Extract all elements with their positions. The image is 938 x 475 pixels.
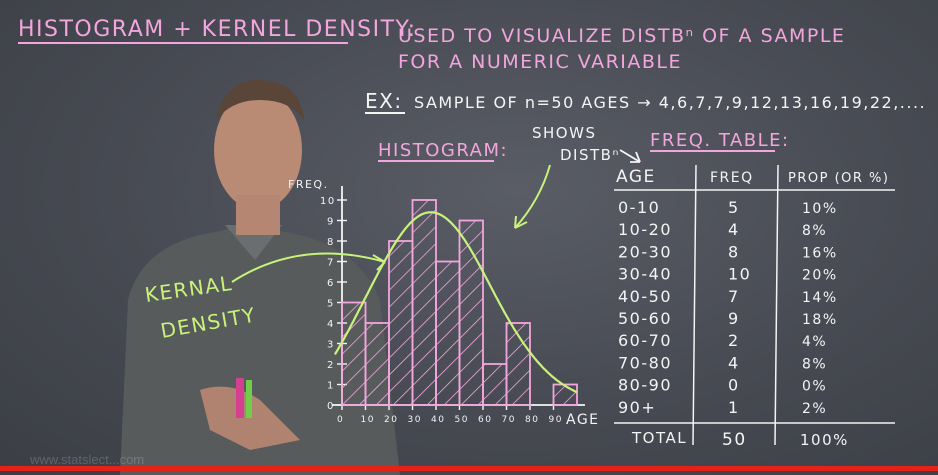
x-tick-label: 80 <box>525 415 539 425</box>
table-cell-freq: 8 <box>728 242 740 261</box>
histogram-bar <box>388 240 414 406</box>
histogram-label: HISTOGRAM: <box>378 140 508 161</box>
table-cell-freq: 2 <box>728 331 740 350</box>
table-cell-age: 70-80 <box>618 353 672 372</box>
histogram-bar <box>364 322 390 406</box>
table-cell-prop: 16% <box>802 245 838 261</box>
histogram-bar <box>458 219 484 406</box>
shows-arrow <box>514 164 551 229</box>
table-cell-prop: 2% <box>802 401 827 417</box>
table-total-prop: 100% <box>800 431 849 449</box>
example-label: EX: <box>365 89 403 113</box>
table-cell-freq: 5 <box>728 198 740 217</box>
histogram-bar <box>341 301 367 406</box>
distribution-label: DISTBⁿ <box>560 146 620 164</box>
table-cell-age: 30-40 <box>618 265 672 284</box>
table-cell-freq: 7 <box>728 287 740 306</box>
y-tick-label: 3 <box>327 340 335 351</box>
table-cell-prop: 4% <box>802 334 827 350</box>
table-cell-prop: 8% <box>802 356 827 372</box>
table-header-freq: FREQ <box>710 170 754 186</box>
page-title: HISTOGRAM + KERNEL DENSITY: <box>18 17 416 42</box>
title-underline <box>18 42 348 44</box>
freq-table-underline <box>650 150 775 152</box>
table-cell-freq: 0 <box>728 376 740 395</box>
table-cell-freq: 1 <box>728 398 740 417</box>
table-cell-prop: 0% <box>802 379 827 395</box>
x-tick-label: 20 <box>384 415 398 425</box>
table-cell-prop: 10% <box>802 201 838 217</box>
y-tick-label: 9 <box>327 217 335 228</box>
table-cell-prop: 14% <box>802 290 838 306</box>
video-progress-fill <box>0 466 938 471</box>
watermark: www.statslect...com <box>30 452 145 467</box>
table-cell-prop: 20% <box>802 268 838 284</box>
table-cell-age: 10-20 <box>618 220 672 239</box>
table-cell-age: 50-60 <box>618 309 672 328</box>
histogram-underline <box>378 160 494 162</box>
table-cell-age: 20-30 <box>618 242 672 261</box>
table-rows: 0-10 5 10%10-20 4 8%20-30 8 16%30-40 10 20%40-50… <box>618 198 838 417</box>
table-cell-age: 80-90 <box>618 376 672 395</box>
x-tick-label: 0 <box>337 415 344 425</box>
histogram-bar <box>435 260 461 406</box>
table-header-age: AGE <box>616 167 656 187</box>
x-tick-label: 10 <box>361 415 375 425</box>
x-tick-label: 70 <box>502 415 516 425</box>
y-tick-label: 2 <box>327 360 335 371</box>
x-tick-label: 50 <box>455 415 469 425</box>
example-underline <box>365 112 405 114</box>
kernel-arrow <box>231 252 386 283</box>
frequency-table: FREQ. TABLE: AGE FREQ PROP (OR %) 0-10 5 1… <box>614 130 895 450</box>
subtitle-line-1: USED TO VISUALIZE DISTBⁿ OF A SAMPLE <box>398 25 845 47</box>
x-tick-label: 90 <box>549 415 563 425</box>
kernel-arrowhead <box>372 254 386 271</box>
table-total-label: TOTAL <box>631 429 687 447</box>
video-progress-bar[interactable] <box>0 466 938 471</box>
y-tick-label: 0 <box>327 401 335 412</box>
x-axis-label: AGE <box>566 412 600 428</box>
y-tick-label: 6 <box>327 278 335 289</box>
x-tick-label: 30 <box>408 415 422 425</box>
subtitle-line-2: FOR A NUMERIC VARIABLE <box>398 51 682 73</box>
table-cell-age: 90+ <box>618 398 656 417</box>
table-total-freq: 50 <box>722 430 747 450</box>
table-cell-freq: 9 <box>728 309 740 328</box>
presenter <box>120 79 400 475</box>
table-cell-freq: 4 <box>728 220 740 239</box>
x-tick-label: 40 <box>431 415 445 425</box>
table-cell-age: 40-50 <box>618 287 672 306</box>
table-col-rule-1 <box>692 164 697 446</box>
histogram-chart: FREQ. AGE 0 1 2 3 4 5 6 7 8 9 10 0 10 20 30 40 50 60 70 80… <box>288 178 600 428</box>
kernel-density-curve <box>333 211 578 394</box>
table-cell-prop: 8% <box>802 223 827 239</box>
y-tick-label: 1 <box>327 381 335 392</box>
table-cell-prop: 18% <box>802 312 838 328</box>
table-cell-age: 60-70 <box>618 331 672 350</box>
table-cell-freq: 4 <box>728 353 740 372</box>
freq-table-title: FREQ. TABLE: <box>650 130 790 151</box>
table-header-prop: PROP (OR %) <box>788 171 889 186</box>
shows-arrowhead <box>514 215 528 229</box>
shows-label: SHOWS <box>532 124 596 142</box>
table-cell-age: 0-10 <box>618 198 660 217</box>
table-col-rule-2 <box>774 164 779 446</box>
histogram-bar <box>411 199 437 406</box>
y-tick-label: 7 <box>327 258 335 269</box>
y-tick-label: 8 <box>327 237 335 248</box>
histogram-bar <box>552 383 578 406</box>
histogram-bar <box>482 363 508 406</box>
example-text: SAMPLE OF n=50 AGES → 4,6,7,7,9,12,13,16… <box>414 93 926 112</box>
y-tick-label: 10 <box>320 196 336 207</box>
y-axis-label: FREQ. <box>288 178 329 191</box>
x-tick-label: 60 <box>478 415 492 425</box>
y-tick-label: 4 <box>327 319 335 330</box>
table-arrow <box>619 149 641 163</box>
y-tick-label: 5 <box>327 299 335 310</box>
histogram-bars <box>341 199 578 406</box>
table-cell-freq: 10 <box>728 265 751 284</box>
